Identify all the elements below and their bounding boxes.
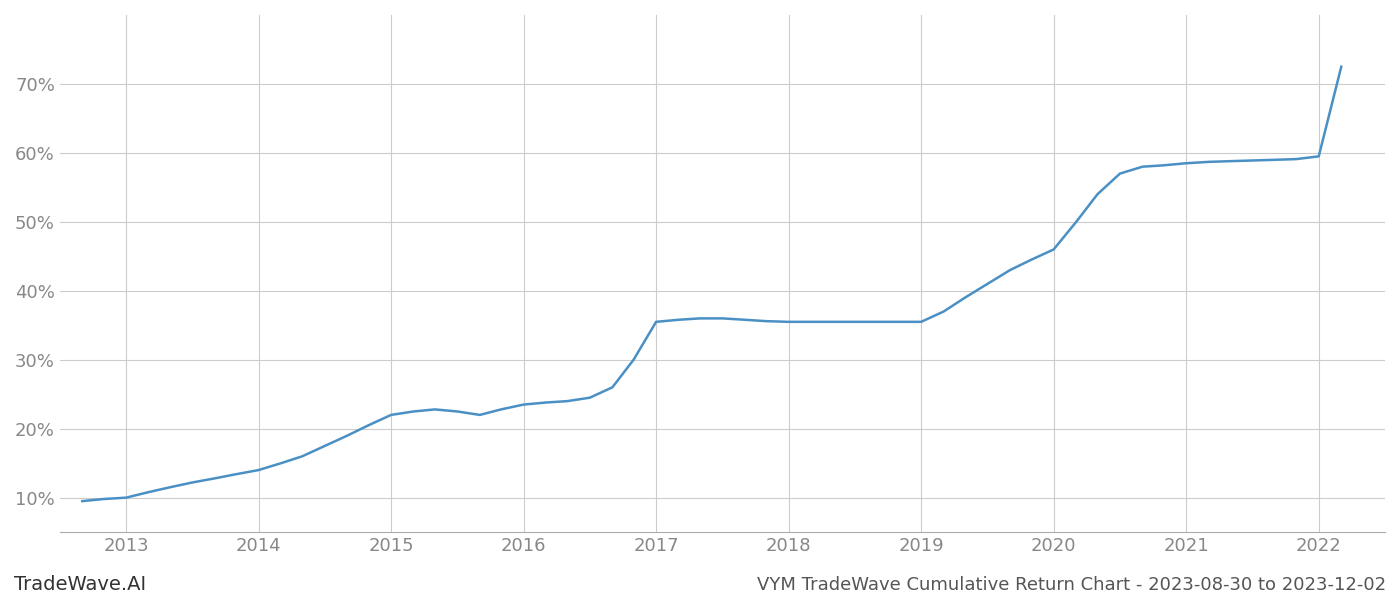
Text: TradeWave.AI: TradeWave.AI [14, 575, 146, 594]
Text: VYM TradeWave Cumulative Return Chart - 2023-08-30 to 2023-12-02: VYM TradeWave Cumulative Return Chart - … [757, 576, 1386, 594]
